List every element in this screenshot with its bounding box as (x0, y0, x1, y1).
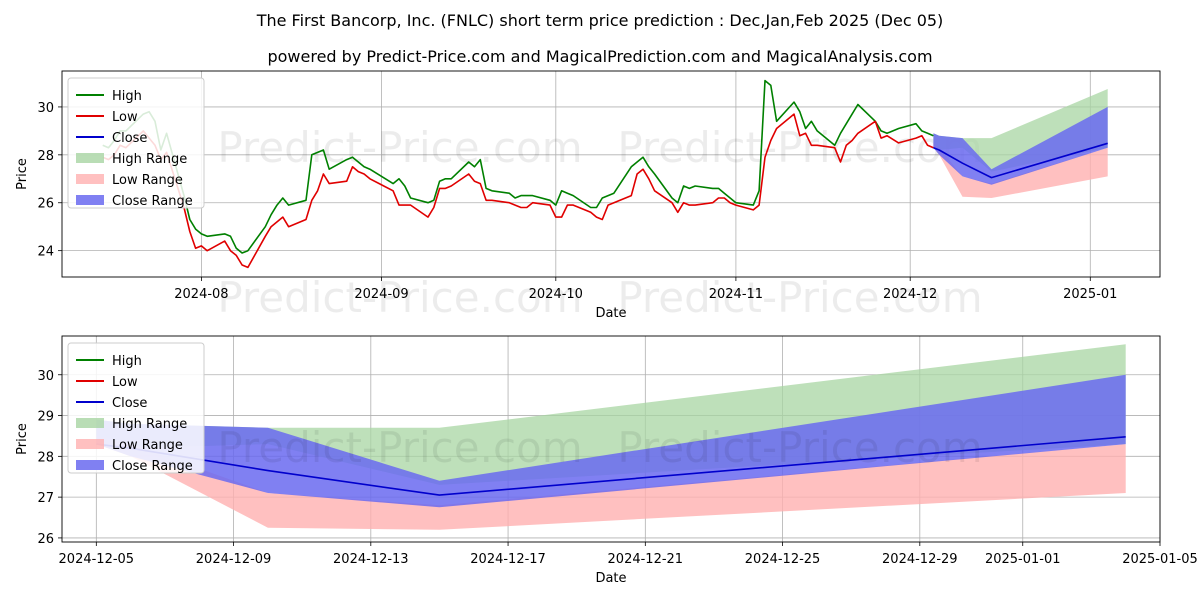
top-legend: High Low Close High Range Low Range Close Ran… (67, 77, 205, 209)
bottom-panel: Predict-Price.com Predict-Price.com 2627… (15, 335, 1198, 586)
legend-label: Low Range (112, 438, 183, 453)
legend-swatch (76, 153, 104, 163)
bottom-x-ticks: 2024-12-05 2024-12-09 2024-12-13 2024-12-17… (59, 542, 1198, 567)
bottom-range-areas (96, 344, 1126, 530)
watermark-text: Predict-Price.com (217, 123, 582, 172)
legend-label: Low (112, 110, 138, 125)
y-tick-label: 26 (37, 197, 54, 212)
y-tick-label: 28 (37, 149, 54, 164)
legend-swatch (76, 460, 104, 470)
top-x-ticks: 2024-08 2024-09 2024-10 2024-11 2024-12 2025-… (174, 277, 1117, 302)
legend-label: Close (112, 131, 147, 146)
x-tick-label: 2025-01 (1063, 287, 1117, 302)
legend-label: High (112, 354, 142, 369)
legend-label: High (112, 89, 142, 104)
x-tick-label: 2024-09 (354, 287, 408, 302)
watermark-text: Predict-Price.com (617, 273, 982, 322)
y-tick-label: 27 (37, 491, 54, 506)
y-tick-label: 30 (37, 101, 54, 116)
chart-subtitle: powered by Predict-Price.com and Magical… (267, 47, 932, 66)
top-plot-frame (61, 70, 1161, 278)
close-range-area (933, 106, 1108, 185)
x-tick-label: 2024-08 (174, 287, 228, 302)
legend-label: High Range (112, 417, 187, 432)
bottom-x-axis-label: Date (595, 571, 626, 586)
bottom-y-axis-label: Price (15, 423, 30, 455)
top-panel: Predict-Price.com Predict-Price.com Pred… (15, 70, 1161, 322)
bottom-plot-frame (61, 335, 1161, 543)
legend-swatch (76, 195, 104, 205)
x-tick-label: 2024-12-21 (608, 552, 684, 567)
watermark-text: Predict-Price.com (217, 423, 582, 472)
watermark-text: Predict-Price.com (617, 123, 982, 172)
low-line (102, 113, 934, 269)
x-tick-label: 2024-11 (709, 287, 763, 302)
x-tick-label: 2024-12-13 (333, 552, 409, 567)
legend-label: High Range (112, 152, 187, 167)
x-tick-label: 2025-01-05 (1122, 552, 1198, 567)
top-range-areas (933, 89, 1108, 198)
legend-swatch (76, 439, 104, 449)
x-tick-label: 2024-12-17 (470, 552, 546, 567)
x-tick-label: 2024-12-09 (196, 552, 272, 567)
legend-label: Close Range (112, 194, 193, 209)
close-line (933, 142, 1108, 179)
chart-title: The First Bancorp, Inc. (FNLC) short ter… (256, 11, 944, 30)
close-range-area (96, 374, 1126, 508)
bottom-legend: High Low Close High Range Low Range Close Ran… (67, 342, 205, 474)
x-tick-label: 2025-01-01 (985, 552, 1061, 567)
y-tick-label: 30 (37, 369, 54, 384)
legend-label: Close Range (112, 459, 193, 474)
y-tick-label: 24 (37, 245, 54, 260)
top-y-axis-label: Price (15, 158, 30, 190)
x-tick-label: 2024-12 (883, 287, 937, 302)
legend-label: Low Range (112, 173, 183, 188)
legend-swatch (76, 174, 104, 184)
top-watermarks: Predict-Price.com Predict-Price.com Pred… (217, 123, 982, 322)
low-range-area (933, 142, 1108, 198)
y-tick-label: 28 (37, 450, 54, 465)
top-x-axis-label: Date (595, 306, 626, 321)
top-y-ticks: 24 26 28 30 (37, 101, 62, 260)
x-tick-label: 2024-10 (529, 287, 583, 302)
y-tick-label: 29 (37, 410, 54, 425)
low-range-area (96, 435, 1126, 530)
x-tick-label: 2024-12-25 (745, 552, 821, 567)
legend-swatch (76, 418, 104, 428)
watermark-text: Predict-Price.com (217, 273, 582, 322)
y-tick-label: 26 (37, 532, 54, 547)
high-line (102, 79, 934, 254)
x-tick-label: 2024-12-05 (59, 552, 135, 567)
legend-label: Low (112, 375, 138, 390)
x-tick-label: 2024-12-29 (882, 552, 958, 567)
bottom-y-ticks: 26 27 28 29 30 (37, 369, 62, 547)
legend-label: Close (112, 396, 147, 411)
top-series-lines (102, 79, 1108, 269)
